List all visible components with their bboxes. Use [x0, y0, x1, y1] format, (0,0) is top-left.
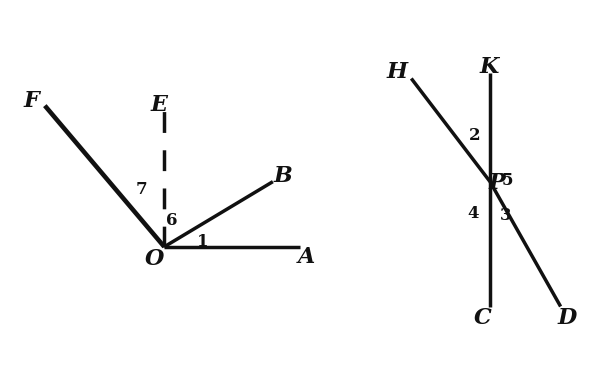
Text: 2: 2: [469, 127, 481, 144]
Text: P: P: [488, 172, 505, 194]
Text: K: K: [479, 55, 499, 77]
Text: O: O: [145, 248, 164, 270]
Text: C: C: [473, 308, 491, 330]
Text: 4: 4: [467, 205, 478, 222]
Text: H: H: [386, 61, 407, 83]
Text: 7: 7: [136, 181, 147, 198]
Text: 5: 5: [502, 172, 513, 189]
Text: 1: 1: [197, 233, 208, 250]
Text: B: B: [273, 165, 292, 187]
Text: A: A: [298, 246, 315, 268]
Text: F: F: [23, 90, 39, 112]
Text: 3: 3: [499, 207, 511, 224]
Text: D: D: [557, 308, 577, 330]
Text: 6: 6: [166, 212, 177, 229]
Text: E: E: [151, 94, 167, 115]
